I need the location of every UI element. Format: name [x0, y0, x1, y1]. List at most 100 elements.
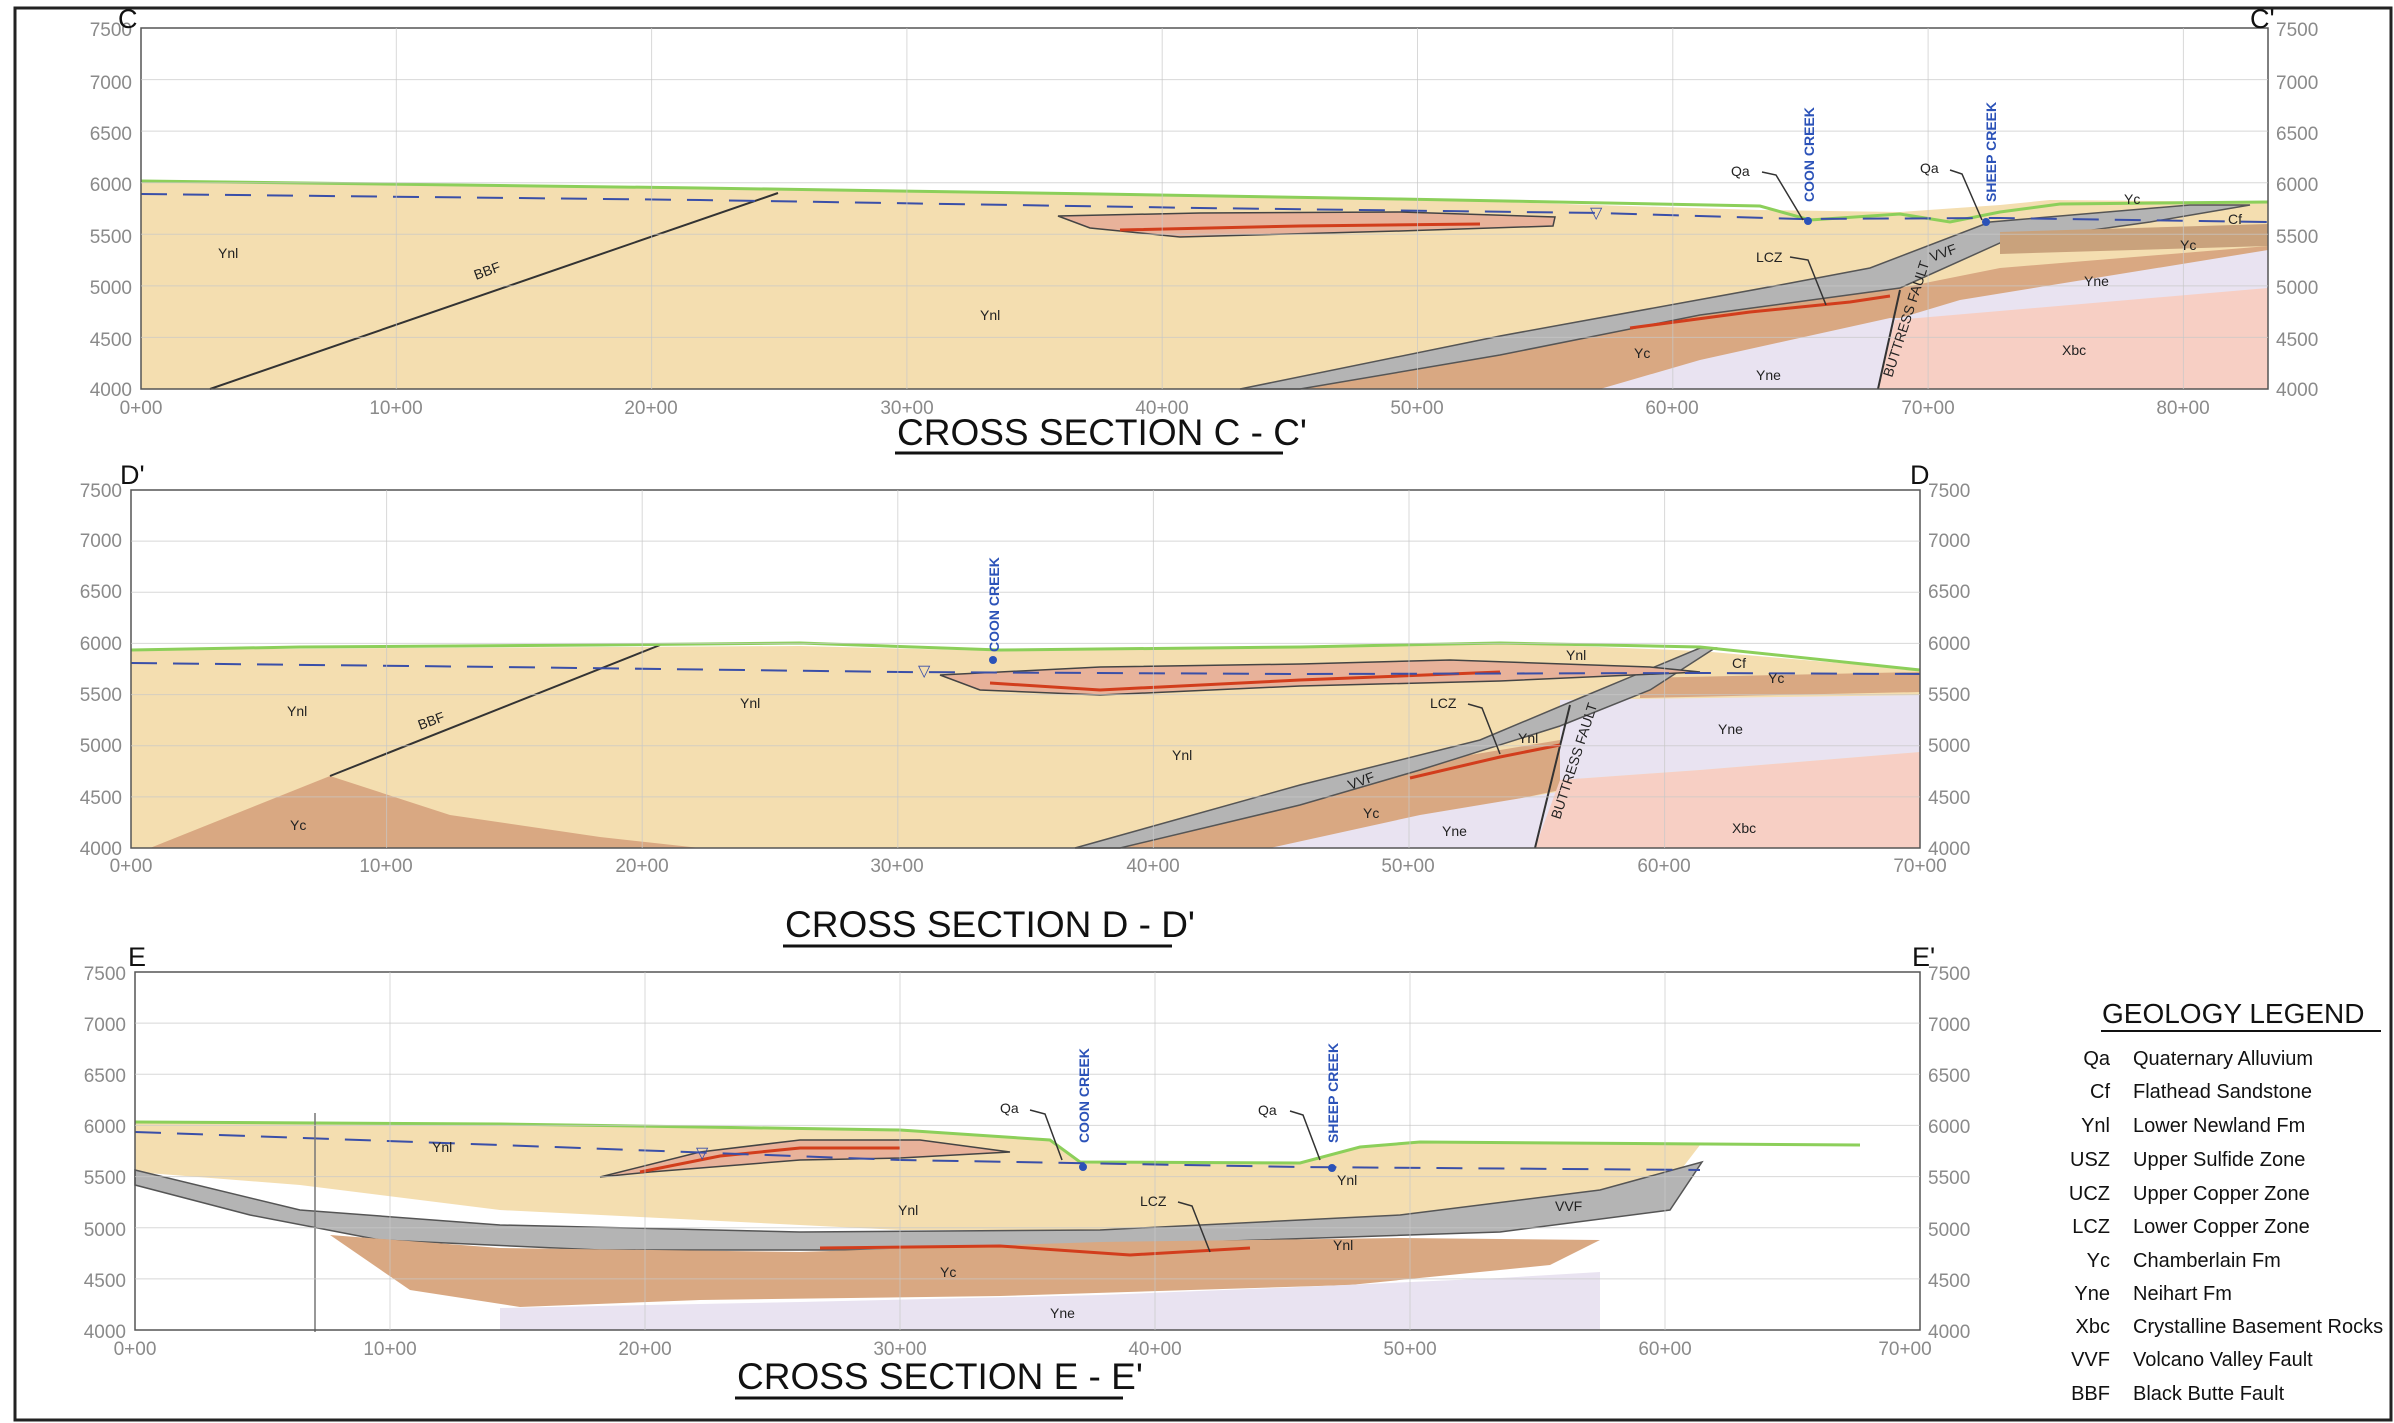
station-axis-e: 0+00 10+00 20+00 30+00 40+00 50+00 60+00… — [114, 1339, 1932, 1360]
elevation-tick: 6500 — [2276, 124, 2318, 145]
ground-surface — [134, 1120, 1861, 1165]
elevation-tick: 5500 — [80, 685, 122, 706]
leader-line — [1467, 703, 1501, 755]
elevation-axis-c-right: 7500 7000 6500 6000 5500 5000 4500 4000 — [2276, 20, 2318, 401]
unit-xbc-fill — [1535, 752, 1920, 848]
unit-label: Ynl — [1566, 647, 1586, 663]
station-tick: 50+00 — [1381, 856, 1434, 877]
elevation-tick: 7500 — [84, 964, 126, 985]
unit-label: Yne — [1718, 721, 1743, 737]
leader-line — [1761, 171, 1804, 221]
leader-line — [1289, 1110, 1321, 1161]
elevation-tick: 6500 — [90, 124, 132, 145]
stream-marker — [989, 656, 997, 664]
legend-item: LCZ Lower Copper Zone — [2072, 1216, 2310, 1238]
ore-lens-core — [639, 1146, 900, 1174]
legend-item: Yc Chamberlain Fm — [2087, 1250, 2281, 1272]
elevation-tick: 4500 — [84, 1271, 126, 1292]
unit-yc-fill — [330, 1235, 1600, 1307]
station-tick: 20+00 — [618, 1339, 671, 1360]
section-e-start-label: E — [128, 942, 146, 972]
legend-code: Qa — [2083, 1048, 2111, 1070]
vvf-zone — [1074, 647, 1718, 849]
legend-code: Yne — [2074, 1283, 2110, 1305]
elevation-tick: 4500 — [1928, 1271, 1970, 1292]
unit-label: Ynl — [980, 307, 1000, 323]
elevation-tick: 6500 — [80, 582, 122, 603]
station-tick: 30+00 — [880, 398, 933, 419]
elevation-tick: 4500 — [90, 330, 132, 351]
elevation-tick: 5000 — [84, 1220, 126, 1241]
elevation-tick: 4000 — [84, 1322, 126, 1343]
station-tick: 60+00 — [1637, 856, 1690, 877]
water-table — [130, 662, 1921, 676]
unit-label: Xbc — [2062, 342, 2086, 358]
unit-label: LCZ — [1140, 1193, 1167, 1209]
elevation-tick: 5000 — [1928, 1220, 1970, 1241]
station-tick: 0+00 — [110, 856, 153, 877]
ground-surface — [130, 641, 1921, 672]
unit-yne-fill — [500, 1272, 1600, 1330]
elevation-tick: 6000 — [84, 1117, 126, 1138]
legend-code: BBF — [2071, 1383, 2110, 1405]
elevation-tick: 4500 — [2276, 330, 2318, 351]
unit-label: Qa — [1000, 1100, 1019, 1116]
elevation-tick: 7500 — [80, 481, 122, 502]
unit-label: Yc — [2180, 237, 2196, 253]
elevation-tick: 5500 — [1928, 685, 1970, 706]
section-c-end-label: C' — [2250, 4, 2275, 34]
sheet-frame — [13, 6, 2393, 1422]
lcz-ore — [1409, 743, 1561, 780]
stream-label: COON CREEK — [1076, 1048, 1092, 1143]
station-tick: 50+00 — [1383, 1339, 1436, 1360]
legend-item: VVF Volcano Valley Fault — [2071, 1349, 2313, 1371]
legend-item: Ynl Lower Newland Fm — [2081, 1115, 2305, 1137]
legend-label: Quaternary Alluvium — [2133, 1048, 2313, 1070]
elevation-tick: 5500 — [2276, 227, 2318, 248]
buttress-fault — [1877, 289, 1901, 390]
station-tick: 70+00 — [1901, 398, 1954, 419]
legend-code: VVF — [2071, 1349, 2110, 1371]
elevation-tick: 6500 — [84, 1066, 126, 1087]
elevation-tick: 7000 — [84, 1015, 126, 1036]
legend-item: BBF Black Butte Fault — [2071, 1383, 2285, 1405]
section-e: ▽ — [134, 1113, 1861, 1332]
legend-label: Upper Copper Zone — [2133, 1183, 2310, 1205]
legend-title: GEOLOGY LEGEND — [2102, 998, 2364, 1029]
legend-code: Yc — [2087, 1250, 2110, 1272]
section-c-start-label: C — [118, 4, 138, 34]
unit-label: Ynl — [287, 703, 307, 719]
elevation-tick: 5000 — [1928, 736, 1970, 757]
unit-label: Ynl — [740, 695, 760, 711]
stream-marker — [1982, 218, 1990, 226]
unit-label: Ynl — [432, 1139, 452, 1155]
legend-label: Crystalline Basement Rocks — [2133, 1316, 2383, 1338]
legend-label: Flathead Sandstone — [2133, 1081, 2312, 1103]
unit-cf-fill — [2000, 224, 2268, 254]
legend-item: Yne Neihart Fm — [2074, 1283, 2232, 1305]
leader-line — [1177, 1201, 1211, 1253]
legend-item: UCZ Upper Copper Zone — [2069, 1183, 2310, 1205]
station-tick: 60+00 — [1645, 398, 1698, 419]
section-c-frame — [140, 27, 2269, 390]
legend-label: Lower Newland Fm — [2133, 1115, 2305, 1137]
ore-lens — [939, 659, 1701, 696]
water-table-symbol: ▽ — [918, 663, 931, 680]
elevation-tick: 5000 — [80, 736, 122, 757]
legend-code: USZ — [2070, 1149, 2110, 1171]
legend-item: USZ Upper Sulfide Zone — [2070, 1149, 2305, 1171]
unit-label: Yne — [1050, 1305, 1075, 1321]
unit-yne-fill — [1560, 695, 1920, 780]
ore-lens-core — [989, 670, 1501, 692]
stream-marker — [1804, 217, 1812, 225]
unit-yc-fill — [150, 776, 700, 848]
elevation-tick: 7000 — [80, 531, 122, 552]
unit-label: Qa — [1920, 160, 1939, 176]
unit-label: Yc — [290, 817, 306, 833]
ore-lens-core — [1119, 222, 1481, 232]
station-tick: 0+00 — [120, 398, 163, 419]
elevation-tick: 4000 — [1928, 1322, 1970, 1343]
legend-code: UCZ — [2069, 1183, 2110, 1205]
elevation-axis-c-left: 7500 7000 6500 6000 5500 5000 4500 4000 — [90, 20, 132, 401]
unit-label: Xbc — [1732, 820, 1756, 836]
